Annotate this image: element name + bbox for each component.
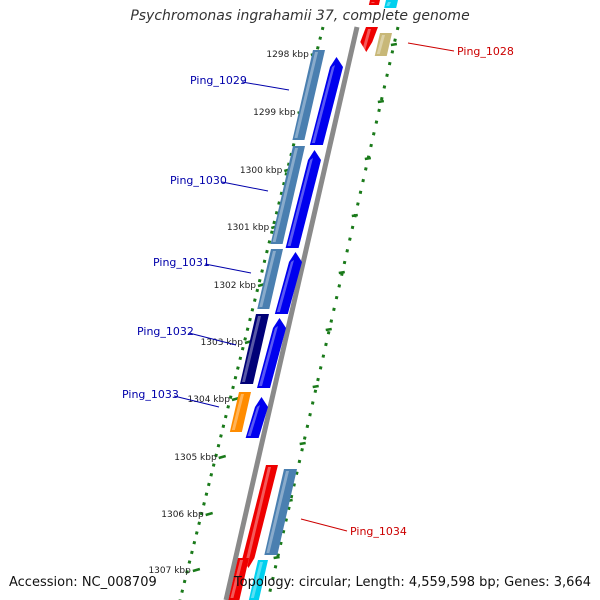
feature-group [228, 0, 398, 600]
cds-ping-1034-left-highlight [244, 467, 271, 566]
cds-steel-6[interactable] [264, 469, 297, 555]
cds-cyan-top[interactable] [384, 0, 398, 8]
gene-leader-line [241, 81, 290, 91]
kbp-label: 1301 kbp [227, 223, 270, 233]
cds-ping-1029[interactable] [292, 50, 325, 140]
cds-ping-1028-red[interactable] [360, 27, 378, 52]
gene-label[interactable]: Ping_1033 [122, 388, 179, 401]
cds-cyan-top-highlight [386, 2, 391, 6]
cds-ping-1030-highlight [272, 148, 298, 242]
gene-label[interactable]: Ping_1030 [170, 174, 227, 187]
left-tick-track [178, 26, 325, 600]
cds-blue-4[interactable] [256, 318, 286, 388]
cds-bottom-red-left[interactable] [228, 558, 249, 600]
kbp-tick [218, 454, 227, 460]
cds-ping-1033[interactable] [229, 392, 251, 432]
kbp-label: 1300 kbp [240, 166, 283, 176]
right-track-tick [273, 555, 280, 560]
kbp-label: 1305 kbp [174, 453, 217, 463]
cds-ping-1032-highlight [241, 316, 261, 382]
cds-red-top[interactable] [368, 0, 380, 5]
cds-blue-3[interactable] [274, 252, 302, 314]
right-track-tick [364, 156, 372, 161]
kbp-label: 1306 kbp [161, 510, 204, 520]
cds-steel-6-highlight [266, 471, 289, 553]
cds-blue-4-highlight [258, 326, 278, 386]
cds-ping-1030[interactable] [270, 146, 305, 244]
right-track-tick [351, 213, 359, 218]
gene-leader-line [300, 518, 348, 532]
kbp-tick [205, 511, 214, 517]
cds-blue-3-highlight [276, 260, 294, 312]
cds-blue-1-highlight [311, 65, 335, 143]
right-tick-track [266, 26, 400, 600]
cds-blue-1[interactable] [309, 57, 343, 145]
gene-label[interactable]: Ping_1029 [190, 74, 247, 87]
kbp-label: 1302 kbp [214, 281, 257, 291]
gene-leader-line [221, 181, 269, 192]
kbp-label: 1299 kbp [253, 108, 296, 118]
gene-label[interactable]: Ping_1032 [137, 325, 194, 338]
map-title: Psychromonas ingrahamii 37, complete gen… [130, 8, 470, 24]
gene-leader-line [173, 395, 220, 408]
right-track-tick [299, 441, 306, 446]
gene-label[interactable]: Ping_1031 [153, 256, 210, 269]
right-track-tick [338, 270, 345, 275]
gene-leader-line [204, 263, 252, 274]
kbp-label: 1298 kbp [266, 50, 309, 60]
gene-leader-line [407, 42, 455, 52]
gene-label[interactable]: Ping_1028 [457, 45, 514, 58]
cds-ping-1031[interactable] [257, 249, 283, 309]
cds-blue-2[interactable] [285, 150, 321, 248]
gene-leader-line [188, 332, 237, 346]
right-track-tick [390, 42, 398, 47]
cds-ping-1029-highlight [294, 52, 318, 138]
kbp-label: 1304 kbp [188, 395, 231, 405]
cds-bottom-red-left-highlight [230, 560, 243, 598]
kbp-tick-group: 1298 kbp 1299 kbp 1300 kbp 1301 kbp 1302 kbp… [148, 42, 398, 576]
genome-backbone [223, 26, 360, 600]
cds-red-top-highlight [370, 2, 375, 3]
gene-label-group: Ping_1028 Ping_1029 Ping_1030 Ping_1031 Ping… [122, 42, 514, 538]
right-track-tick [377, 99, 385, 104]
cds-ping-1034-left[interactable] [242, 465, 278, 568]
right-track-tick [312, 384, 319, 389]
cds-cyan-bottom-highlight [250, 562, 263, 598]
cds-ping-1032[interactable] [239, 314, 269, 384]
cds-ping-1031-highlight [259, 251, 276, 307]
cds-ping-1033-highlight [231, 394, 244, 430]
cds-blue-5[interactable] [245, 397, 268, 438]
cds-cyan-bottom[interactable] [248, 560, 268, 600]
gene-label[interactable]: Ping_1034 [350, 525, 407, 538]
cds-blue-2-highlight [287, 158, 313, 246]
cds-ping-1028-highlight [376, 35, 385, 54]
kbp-label: 1303 kbp [201, 338, 244, 348]
topology-text: Topology: circular; Length: 4,559,598 bp… [233, 575, 591, 590]
cds-blue-5-highlight [247, 405, 260, 436]
kbp-tick [192, 567, 201, 573]
accession-text: Accession: NC_008709 [9, 575, 157, 590]
cds-ping-1028-red-highlight [362, 29, 371, 50]
kbp-label: 1307 kbp [148, 566, 191, 576]
cds-ping-1028[interactable] [374, 33, 392, 56]
right-track-tick [325, 327, 332, 332]
